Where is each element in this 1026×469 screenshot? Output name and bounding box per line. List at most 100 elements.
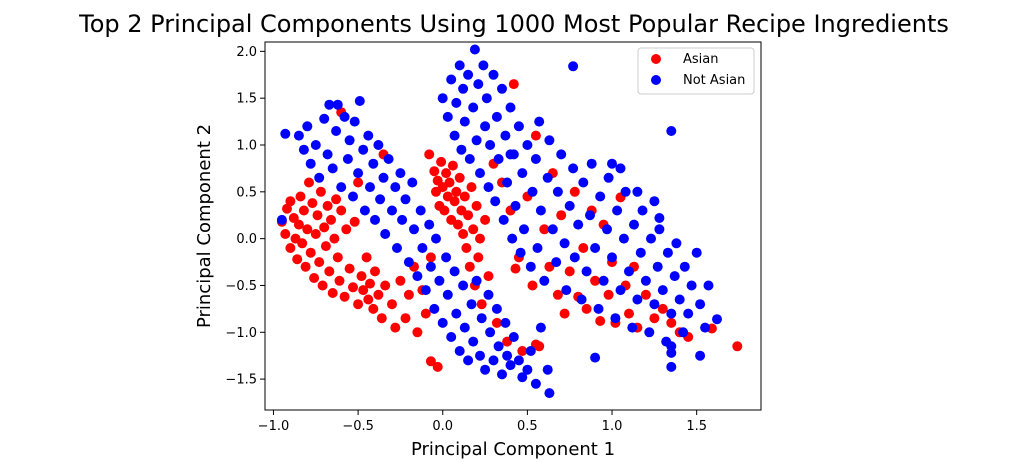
point-series-0-60	[424, 149, 435, 160]
point-series-0-52	[390, 322, 401, 333]
point-series-1-193	[695, 350, 706, 361]
point-series-0-46	[370, 266, 380, 277]
point-series-0-29	[329, 233, 340, 244]
point-series-1-179	[700, 322, 711, 333]
point-series-1-82	[446, 74, 457, 85]
point-series-0-44	[365, 278, 375, 289]
point-series-0-19	[312, 210, 323, 221]
point-series-0-23	[319, 222, 330, 233]
point-series-1-25	[370, 214, 380, 225]
point-series-1-192	[666, 341, 677, 352]
point-series-1-137	[576, 294, 587, 305]
point-series-1-181	[712, 314, 722, 325]
point-series-1-28	[378, 172, 389, 183]
legend-marker-not-asian	[651, 75, 661, 85]
point-series-1-35	[397, 214, 408, 225]
y-tick-label-0: −1.5	[225, 373, 257, 388]
point-series-0-73	[447, 160, 458, 171]
point-series-1-141	[586, 158, 597, 169]
point-series-0-45	[368, 303, 379, 314]
point-series-0-131	[666, 317, 677, 328]
point-series-1-7	[322, 149, 333, 160]
point-series-1-173	[678, 327, 689, 338]
point-series-1-191	[590, 352, 601, 363]
point-series-1-5	[314, 172, 325, 183]
point-series-0-90	[476, 299, 487, 310]
point-series-1-18	[353, 168, 364, 179]
point-series-1-52	[446, 332, 457, 342]
point-series-1-38	[407, 177, 418, 188]
point-series-1-48	[434, 275, 445, 286]
y-axis-label: Principal Component 2	[194, 124, 215, 328]
point-series-1-81	[442, 111, 453, 122]
point-series-0-125	[624, 308, 634, 319]
point-series-1-78	[525, 346, 536, 356]
point-series-0-16	[307, 198, 318, 209]
point-series-0-89	[475, 233, 485, 244]
point-series-0-105	[539, 224, 550, 235]
point-series-0-112	[569, 186, 580, 197]
point-series-0-77	[454, 172, 465, 183]
point-series-0-48	[376, 313, 387, 324]
point-series-1-189	[666, 361, 677, 372]
point-series-1-85	[454, 60, 465, 71]
point-series-1-196	[530, 378, 541, 389]
point-series-1-51	[442, 289, 453, 300]
point-series-0-28	[327, 288, 338, 298]
point-series-1-26	[373, 140, 384, 150]
point-series-1-80	[437, 93, 448, 104]
point-series-1-63	[476, 313, 487, 324]
x-tick-label-0: −1.0	[258, 419, 290, 434]
point-series-0-118	[595, 316, 606, 326]
point-series-1-199	[505, 149, 516, 160]
point-series-1-96	[478, 60, 489, 71]
point-series-1-99	[483, 182, 494, 193]
point-series-1-119	[527, 186, 538, 197]
point-series-0-11	[298, 205, 309, 216]
point-series-1-14	[342, 154, 353, 164]
point-series-0-12	[300, 261, 311, 272]
point-series-0-75	[451, 186, 462, 197]
point-series-0-51	[387, 299, 397, 310]
point-series-1-142	[590, 243, 601, 253]
point-series-1-131	[559, 238, 570, 249]
point-series-1-21	[359, 205, 370, 216]
point-series-0-30	[331, 194, 342, 205]
point-series-1-15	[344, 135, 355, 146]
point-series-0-21	[315, 186, 326, 197]
point-series-0-100	[517, 346, 528, 356]
point-series-1-89	[463, 69, 474, 80]
point-series-0-92	[483, 271, 494, 282]
point-series-0-80	[459, 191, 470, 202]
point-series-0-59	[420, 308, 431, 319]
point-series-0-83	[464, 261, 475, 272]
point-series-0-84	[466, 182, 477, 193]
point-series-0-87	[471, 200, 482, 211]
point-series-1-50	[441, 252, 452, 263]
legend-label-asian: Asian	[683, 52, 718, 67]
point-series-0-111	[564, 266, 575, 277]
point-series-1-109	[505, 102, 516, 113]
point-series-1-120	[530, 154, 541, 164]
point-series-1-169	[666, 308, 677, 319]
point-series-0-69	[441, 168, 452, 179]
point-series-1-172	[674, 294, 685, 305]
y-tick-label-2: −0.5	[225, 279, 257, 294]
point-series-1-72	[502, 350, 513, 361]
point-series-0-62	[429, 166, 440, 177]
point-series-1-182	[666, 126, 677, 136]
point-series-0-76	[453, 219, 463, 230]
point-series-1-154	[624, 266, 634, 277]
point-series-1-44	[424, 219, 435, 230]
point-series-1-118	[525, 261, 536, 272]
point-series-1-10	[331, 126, 342, 136]
point-series-1-32	[390, 182, 401, 193]
y-tick-label-4: 0.5	[236, 185, 257, 200]
point-series-1-139	[581, 266, 592, 277]
point-series-1-151	[615, 285, 626, 296]
point-series-0-82	[463, 210, 474, 221]
point-series-1-123	[535, 205, 546, 216]
point-series-1-19	[354, 96, 365, 106]
point-series-1-87	[458, 83, 469, 94]
point-series-0-3	[285, 243, 296, 253]
